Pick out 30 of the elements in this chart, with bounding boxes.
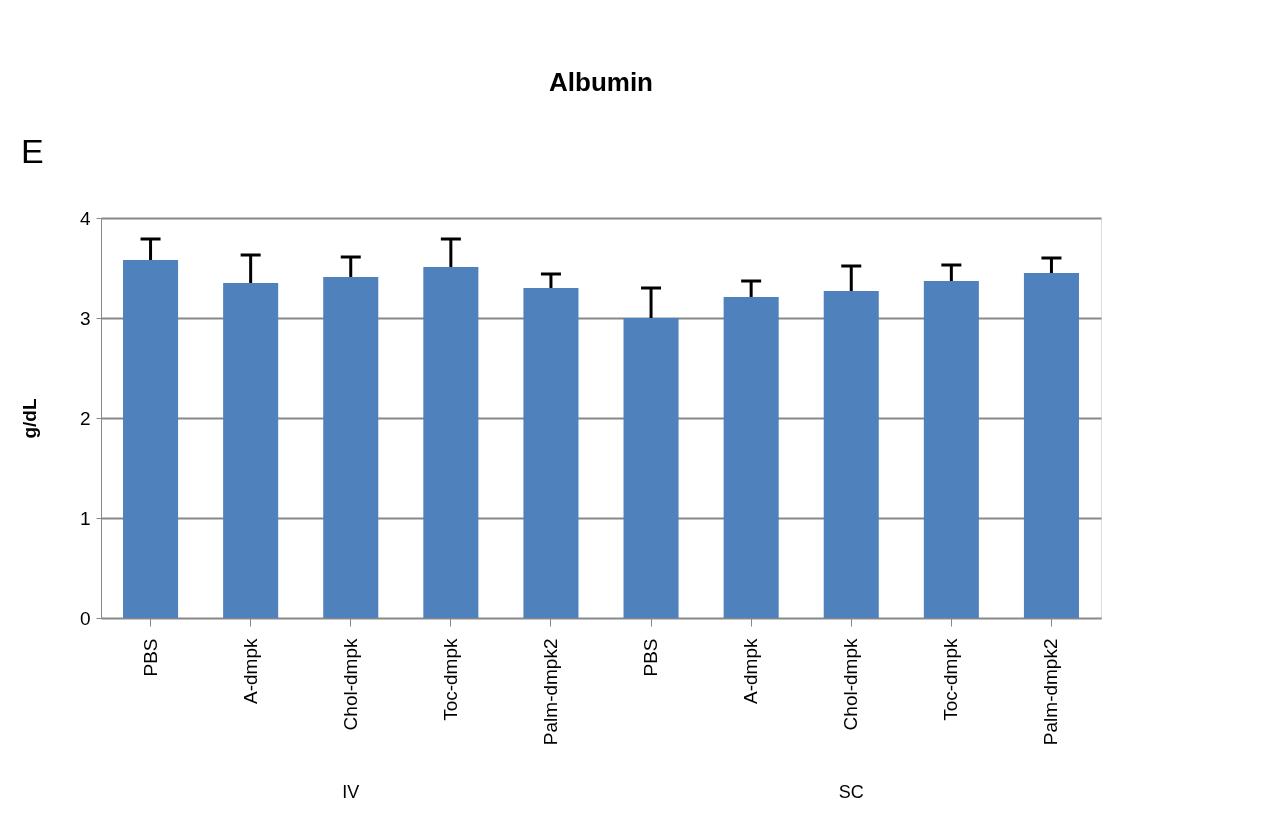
bar [723, 297, 779, 618]
x-tick-label: PBS [139, 638, 161, 677]
bar [223, 283, 279, 618]
bar [623, 318, 679, 618]
text: SC [838, 782, 864, 802]
y-tick-label: 3 [79, 307, 91, 329]
bar [423, 267, 479, 618]
y-axis-title: g/dL [18, 398, 40, 439]
bar [923, 281, 979, 618]
text: IV [342, 782, 360, 802]
bar [823, 291, 879, 618]
x-tick-label: Chol-dmpk [339, 638, 361, 731]
y-tick-label: 0 [79, 607, 91, 629]
x-tick-label: Toc-dmpk [439, 638, 461, 721]
bar [323, 277, 379, 618]
x-tick-label: PBS [640, 638, 662, 677]
x-tick-label: A-dmpk [239, 638, 261, 704]
bar [523, 288, 579, 618]
y-tick-label: 4 [79, 207, 91, 229]
x-tick-label: Palm-dmpk2 [1040, 638, 1062, 746]
x-tick-label: Chol-dmpk [840, 638, 862, 731]
chart-title: Albumin [549, 67, 653, 97]
bar [1023, 273, 1079, 618]
text: E [21, 132, 44, 170]
y-tick-label: 1 [79, 507, 91, 529]
x-tick-label: Toc-dmpk [940, 638, 962, 721]
x-tick-label: A-dmpk [740, 638, 762, 704]
x-tick-label: Palm-dmpk2 [539, 638, 561, 746]
y-tick-label: 2 [79, 407, 91, 429]
bar [123, 260, 179, 618]
